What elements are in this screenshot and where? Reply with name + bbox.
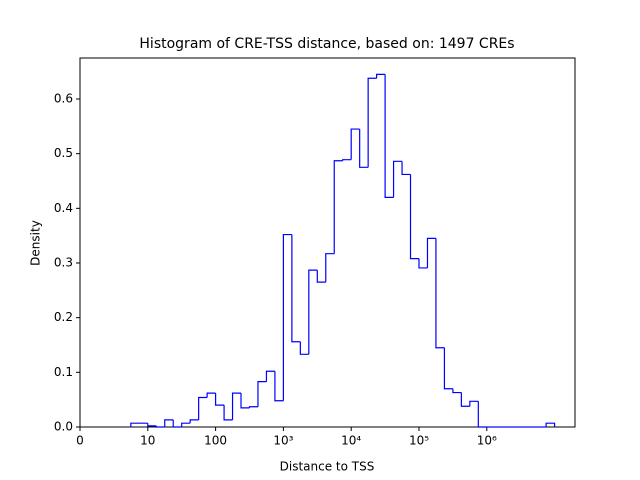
histogram-bin <box>147 423 157 427</box>
x-tick-label: 10⁶ <box>477 434 497 448</box>
histogram-bin <box>359 129 369 168</box>
histogram-bin <box>130 422 148 427</box>
histogram-bin <box>198 396 208 420</box>
histogram-bin <box>367 77 377 168</box>
histogram-bin <box>223 405 233 421</box>
histogram-bin <box>384 74 394 198</box>
histogram-bin <box>401 161 411 176</box>
y-tick-label: 0.0 <box>54 420 73 434</box>
histogram-bin <box>376 73 386 79</box>
y-tick-label: 0.2 <box>54 310 73 324</box>
histogram-bin <box>477 401 487 428</box>
histogram-bin <box>342 159 352 161</box>
histogram-bin <box>452 388 462 394</box>
histogram-bin <box>469 400 479 407</box>
y-tick-label: 0.5 <box>54 146 73 160</box>
x-tick-label: 10 <box>140 434 155 448</box>
histogram-bin <box>181 422 191 427</box>
histogram-bin <box>189 419 199 424</box>
histogram-bin <box>409 174 419 260</box>
histogram-bin <box>545 422 556 427</box>
histogram-bin <box>325 253 335 283</box>
histogram-bin <box>426 237 436 268</box>
y-tick-label: 0.3 <box>54 256 73 270</box>
histogram-bin <box>316 270 326 283</box>
histogram-bin <box>282 233 292 401</box>
x-axis-label: Distance to TSS <box>280 460 375 474</box>
histogram-bin <box>155 425 165 428</box>
y-tick-label: 0.1 <box>54 365 73 379</box>
histogram-bin <box>299 341 309 355</box>
histogram-bin <box>435 238 445 349</box>
y-tick-label: 0.6 <box>54 92 73 106</box>
histogram-bin <box>172 419 182 428</box>
histogram-bin <box>248 406 258 408</box>
histogram-bin <box>392 160 403 198</box>
histogram-bin <box>265 370 275 382</box>
x-tick-label: 10⁵ <box>409 434 429 448</box>
histogram-bin <box>164 419 174 427</box>
x-tick-label: 0 <box>76 434 84 448</box>
plot-frame <box>79 57 576 428</box>
histogram-bin <box>231 392 242 420</box>
x-tick-label: 10⁴ <box>341 434 361 448</box>
y-axis-label: Density <box>29 220 43 266</box>
x-tick-label: 10³ <box>273 434 293 448</box>
histogram-bin <box>418 258 428 269</box>
histogram-bin <box>257 381 267 407</box>
histogram-bin <box>240 393 250 409</box>
histogram-bin <box>291 234 301 343</box>
histogram-bin <box>350 128 360 160</box>
histogram-bin <box>443 347 453 390</box>
histogram-bin <box>206 392 216 398</box>
histogram-bin <box>214 393 225 406</box>
histogram-bin <box>333 160 343 254</box>
histogram-bin <box>460 392 470 407</box>
y-tick-label: 0.4 <box>54 201 73 215</box>
histogram-bin <box>274 371 284 402</box>
chart-title: Histogram of CRE-TSS distance, based on:… <box>139 36 514 52</box>
histogram-bin <box>308 269 318 355</box>
x-tick-label: 100 <box>204 434 227 448</box>
